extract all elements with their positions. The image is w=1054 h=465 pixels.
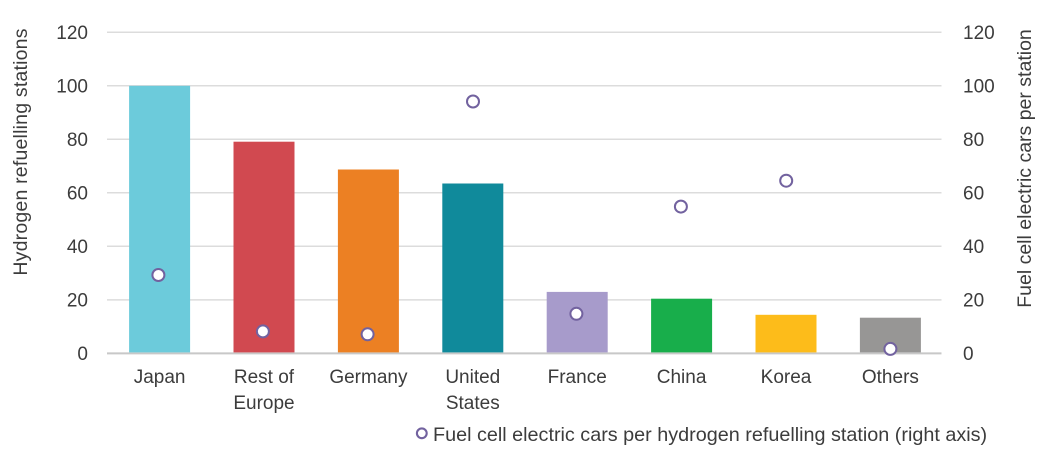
svg-text:Korea: Korea xyxy=(761,367,812,388)
svg-text:40: 40 xyxy=(67,237,88,258)
svg-text:United: United xyxy=(445,367,500,388)
svg-text:States: States xyxy=(446,393,500,414)
svg-text:20: 20 xyxy=(963,291,984,312)
svg-text:Others: Others xyxy=(862,367,919,388)
svg-text:0: 0 xyxy=(963,344,974,365)
svg-text:60: 60 xyxy=(67,184,88,205)
svg-text:Hydrogen refuelling stations: Hydrogen refuelling stations xyxy=(10,28,32,275)
svg-text:Japan: Japan xyxy=(134,367,186,388)
svg-text:60: 60 xyxy=(963,184,984,205)
svg-text:Europe: Europe xyxy=(233,393,294,414)
svg-text:100: 100 xyxy=(963,77,995,98)
svg-text:Fuel cell electric cars per st: Fuel cell electric cars per station xyxy=(1014,29,1036,308)
svg-text:120: 120 xyxy=(56,23,88,44)
svg-text:80: 80 xyxy=(963,130,984,151)
svg-text:40: 40 xyxy=(963,237,984,258)
svg-text:China: China xyxy=(657,367,707,388)
svg-text:20: 20 xyxy=(67,291,88,312)
svg-text:Rest of: Rest of xyxy=(234,367,295,388)
svg-text:100: 100 xyxy=(56,77,88,98)
svg-text:80: 80 xyxy=(67,130,88,151)
svg-text:0: 0 xyxy=(77,344,88,365)
svg-text:120: 120 xyxy=(963,23,995,44)
svg-text:Germany: Germany xyxy=(329,367,408,388)
svg-text:France: France xyxy=(548,367,607,388)
svg-text:Fuel cell electric cars per hy: Fuel cell electric cars per hydrogen ref… xyxy=(433,424,987,446)
